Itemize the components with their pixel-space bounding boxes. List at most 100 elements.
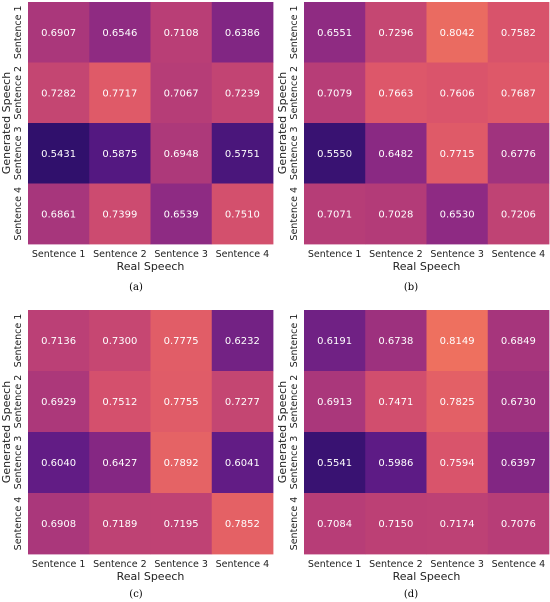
heatmap-cell — [304, 183, 366, 245]
y-tick-label: Sentence 4 — [13, 187, 24, 241]
heatmap-cell — [89, 2, 151, 63]
cell-value-label: 0.6232 — [225, 336, 260, 347]
cell-value-label: 0.7150 — [378, 519, 413, 530]
heatmap-cell — [211, 62, 274, 124]
y-axis-title: Generated Speech — [0, 381, 13, 483]
cell-value-label: 0.6427 — [102, 458, 137, 469]
heatmap-cell — [211, 432, 274, 494]
x-tick-label: Sentence 3 — [430, 249, 484, 260]
heatmap-cell — [426, 371, 489, 433]
heatmap-cell — [426, 62, 489, 124]
cell-value-label: 0.6041 — [225, 458, 260, 469]
x-tick-label: Sentence 2 — [369, 559, 423, 570]
cell-value-label: 0.7594 — [440, 458, 475, 469]
cell-value-label: 0.7471 — [378, 397, 413, 408]
cell-value-label: 0.6040 — [41, 458, 76, 469]
x-tick-label: Sentence 3 — [154, 249, 208, 260]
cell-value-label: 0.7071 — [317, 209, 352, 220]
heatmap-cell — [28, 432, 90, 494]
heatmap-panel-1: 0.6907 0.6546 0.7108 0.6386 0.7282 0.7717 0.70… — [0, 2, 274, 293]
heatmap-cell — [150, 493, 213, 555]
heatmap-cell — [365, 123, 427, 184]
heatmap-panel-4: 0.6191 0.6738 0.8149 0.6849 0.6913 0.7471 0.78… — [276, 310, 550, 600]
cell-value-label: 0.5751 — [225, 149, 260, 160]
x-axis-title: Real Speech — [117, 570, 185, 583]
x-tick-label: Sentence 4 — [216, 249, 270, 260]
heatmap-cell — [365, 432, 427, 494]
cell-value-label: 0.7510 — [225, 209, 260, 220]
panel-caption: (d) — [404, 589, 418, 600]
heatmap-panel-3: 0.7136 0.7300 0.7775 0.6232 0.6929 0.7512 0.77… — [0, 310, 274, 600]
heatmap-cell — [28, 123, 90, 184]
heatmap-cell — [28, 310, 90, 372]
heatmap-cell — [304, 310, 366, 372]
y-axis-title: Generated Speech — [0, 72, 13, 174]
heatmap-cell — [487, 183, 550, 245]
cell-value-label: 0.7775 — [164, 336, 199, 347]
x-tick-label: Sentence 2 — [93, 559, 147, 570]
heatmap-cell — [426, 432, 489, 494]
heatmap-cell — [150, 123, 213, 184]
heatmap-cell — [487, 371, 550, 433]
x-axis-title: Real Speech — [393, 570, 461, 583]
y-tick-label: Sentence 1 — [289, 5, 300, 59]
cell-value-label: 0.7174 — [440, 519, 475, 530]
cell-value-label: 0.6730 — [501, 397, 536, 408]
heatmap-cell — [150, 371, 213, 433]
cell-value-label: 0.6948 — [164, 149, 199, 160]
y-tick-label: Sentence 2 — [13, 375, 24, 429]
heatmap-cell — [487, 123, 550, 184]
cell-value-label: 0.6482 — [378, 149, 413, 160]
heatmap-cell — [211, 2, 274, 63]
heatmap-cell — [89, 310, 151, 372]
heatmap-cell — [150, 432, 213, 494]
x-tick-label: Sentence 3 — [430, 559, 484, 570]
y-axis-title: Generated Speech — [276, 72, 289, 174]
heatmap-cell — [304, 2, 366, 63]
heatmap-cell — [89, 432, 151, 494]
heatmap-cell — [487, 310, 550, 372]
cell-value-label: 0.7282 — [41, 88, 76, 99]
panel-caption: (b) — [404, 282, 418, 293]
cell-value-label: 0.7239 — [225, 88, 260, 99]
heatmap-cell — [487, 432, 550, 494]
heatmap-cell — [426, 493, 489, 555]
heatmap-cell — [211, 493, 274, 555]
cell-value-label: 0.7399 — [102, 209, 137, 220]
heatmap-panel-2: 0.6551 0.7296 0.8042 0.7582 0.7079 0.7663 0.76… — [276, 2, 550, 293]
cell-value-label: 0.7296 — [378, 28, 413, 39]
cell-value-label: 0.7606 — [440, 88, 475, 99]
cell-value-label: 0.7028 — [378, 209, 413, 220]
cell-value-label: 0.6191 — [317, 336, 352, 347]
cell-value-label: 0.7687 — [501, 88, 536, 99]
cell-value-label: 0.6738 — [378, 336, 413, 347]
cell-value-label: 0.7189 — [102, 519, 137, 530]
y-tick-label: Sentence 1 — [13, 314, 24, 368]
x-tick-label: Sentence 2 — [93, 249, 147, 260]
cell-value-label: 0.7136 — [41, 336, 76, 347]
heatmap-cell — [28, 493, 90, 555]
cell-value-label: 0.7892 — [164, 458, 199, 469]
cell-value-label: 0.6776 — [501, 149, 536, 160]
cell-value-label: 0.6539 — [164, 209, 199, 220]
heatmap-cell — [426, 183, 489, 245]
x-axis-title: Real Speech — [117, 260, 185, 273]
cell-value-label: 0.5986 — [378, 458, 413, 469]
cell-value-label: 0.5875 — [102, 149, 137, 160]
y-tick-label: Sentence 3 — [13, 126, 24, 180]
cell-value-label: 0.6397 — [501, 458, 536, 469]
heatmap-cell — [28, 183, 90, 245]
cell-value-label: 0.7582 — [501, 28, 536, 39]
panel-caption: (a) — [129, 282, 143, 293]
x-tick-label: Sentence 1 — [308, 559, 362, 570]
y-tick-label: Sentence 1 — [13, 5, 24, 59]
y-tick-label: Sentence 2 — [289, 375, 300, 429]
heatmap-cell — [487, 493, 550, 555]
heatmap-cell — [28, 371, 90, 433]
cell-value-label: 0.6908 — [41, 519, 76, 530]
cell-value-label: 0.6546 — [102, 28, 137, 39]
y-tick-label: Sentence 2 — [289, 66, 300, 120]
y-tick-label: Sentence 1 — [289, 314, 300, 368]
cell-value-label: 0.6929 — [41, 397, 76, 408]
heatmap-cell — [426, 310, 489, 372]
